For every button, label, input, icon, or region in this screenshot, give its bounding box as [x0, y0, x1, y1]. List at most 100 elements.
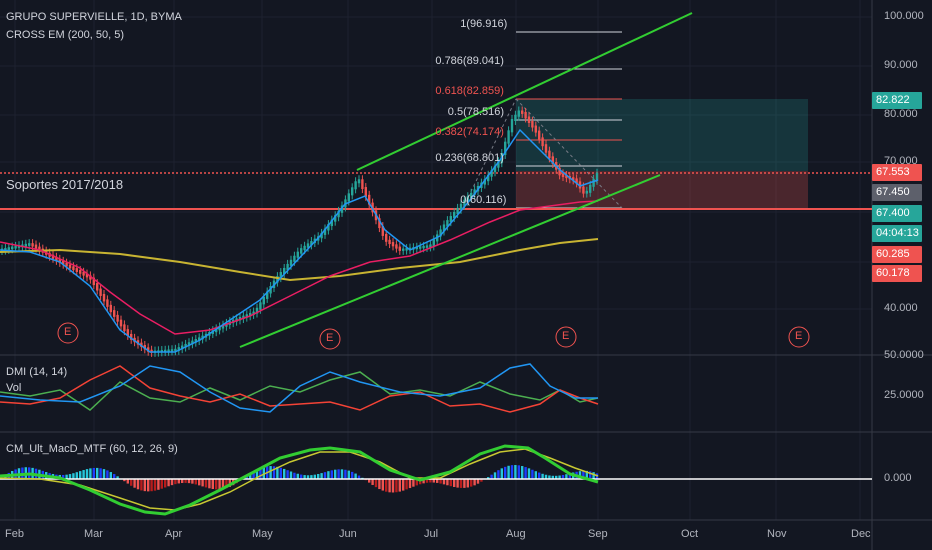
- macd-bar: [347, 470, 350, 479]
- macd-bar: [323, 472, 327, 479]
- earnings-e-1[interactable]: E: [64, 326, 72, 338]
- candle-body: [565, 175, 568, 179]
- candle-body: [531, 121, 534, 128]
- macd-bar: [487, 477, 490, 479]
- price-tick-40: 40.000: [884, 302, 918, 314]
- macd-bar: [422, 479, 425, 484]
- candle-body: [55, 256, 58, 261]
- macd-bar: [221, 479, 225, 489]
- candle-body: [102, 293, 106, 302]
- candle-body: [466, 196, 469, 202]
- macd-bar: [109, 472, 112, 479]
- candle-body: [388, 239, 391, 245]
- ema-mid-line: [0, 200, 599, 335]
- candle-body: [266, 291, 269, 299]
- candle-body: [96, 283, 99, 291]
- candle-body: [589, 184, 592, 193]
- macd-bar: [374, 479, 378, 488]
- symbol-title[interactable]: GRUPO SUPERVIELLE, 1D, BYMA: [6, 11, 182, 23]
- macd-bar: [164, 479, 167, 488]
- candle-body: [323, 228, 327, 235]
- fib-retracement[interactable]: [462, 31, 623, 209]
- candle-body: [283, 267, 286, 275]
- macd-bar: [204, 479, 208, 488]
- candle-body: [548, 150, 551, 159]
- candle-body: [446, 220, 449, 227]
- earnings-markers[interactable]: [57, 322, 810, 350]
- candle-body: [238, 317, 242, 321]
- price-tick-80: 80.000: [884, 108, 918, 120]
- candle-body: [126, 329, 129, 336]
- candle-body: [296, 251, 299, 258]
- fib-label: 1(96.916): [460, 18, 508, 30]
- earnings-e-4[interactable]: E: [795, 330, 803, 342]
- macd-bar: [589, 471, 592, 479]
- macd-bar: [439, 479, 442, 484]
- macd-bar: [453, 479, 456, 487]
- macd-bar: [215, 479, 218, 490]
- candle-body: [143, 344, 146, 350]
- macd-bar: [415, 479, 418, 486]
- macd-bar: [429, 479, 432, 483]
- candle-body: [85, 273, 89, 278]
- macd-bar: [337, 469, 340, 479]
- macd-bar: [578, 471, 582, 479]
- long-stop-zone[interactable]: [516, 171, 808, 209]
- candle-body: [459, 203, 463, 210]
- candle-body: [527, 116, 531, 123]
- macd-bar: [381, 479, 384, 491]
- candle-body: [449, 216, 452, 223]
- vol-title[interactable]: Vol: [6, 382, 22, 394]
- candle-body: [28, 243, 31, 246]
- macd-bar: [201, 479, 204, 487]
- macd-bar: [565, 474, 568, 479]
- time-label-aug: Aug: [506, 528, 526, 540]
- macd-bar: [555, 475, 558, 479]
- candle-body: [31, 243, 34, 247]
- grid: [0, 0, 872, 520]
- candle-body: [453, 211, 456, 219]
- dmi-title[interactable]: DMI (14, 14): [6, 366, 68, 378]
- candle-body: [507, 130, 510, 144]
- macd-bar: [157, 479, 160, 490]
- candle-body: [408, 247, 412, 251]
- macd-bar: [208, 479, 211, 489]
- macd-bar: [181, 479, 184, 484]
- macd-bar: [524, 467, 527, 479]
- candle-body: [123, 324, 126, 332]
- macd-bar: [317, 473, 320, 479]
- macd-bar: [585, 470, 588, 479]
- macd-bar: [99, 468, 102, 479]
- candle-body: [487, 174, 490, 182]
- candle-body: [164, 349, 167, 353]
- time-label-may: May: [252, 528, 273, 540]
- candle-body: [194, 339, 197, 343]
- support-label[interactable]: Soportes 2017/2018: [6, 177, 124, 192]
- candle-body: [398, 246, 401, 251]
- candle-body: [456, 207, 459, 214]
- dmi-tick-25: 25.0000: [884, 389, 924, 401]
- channel-upper-line[interactable]: [356, 12, 693, 171]
- price-tag-stop1: 60.285: [872, 246, 922, 263]
- earnings-e-2[interactable]: E: [326, 332, 334, 344]
- macd-bar: [466, 479, 469, 488]
- channel-lower-line[interactable]: [239, 174, 661, 348]
- candle-body: [82, 271, 85, 276]
- candle-body: [4, 247, 7, 251]
- candle-body: [215, 328, 218, 333]
- macd-bar: [313, 474, 316, 479]
- candle-body: [561, 173, 565, 177]
- macd-bar: [245, 476, 248, 479]
- macd-title[interactable]: CM_Ult_MacD_MTF (60, 12, 26, 9): [6, 443, 178, 455]
- candle-body: [303, 245, 306, 251]
- indicator-cross-em[interactable]: CROSS EM (200, 50, 5): [6, 29, 124, 41]
- macd-bar: [395, 479, 398, 493]
- earnings-e-3[interactable]: E: [562, 330, 570, 342]
- candle-body: [184, 343, 187, 348]
- fib-label: 0.786(89.041): [435, 55, 504, 67]
- macd-bar: [303, 475, 306, 479]
- long-target-zone[interactable]: [516, 99, 808, 171]
- candle-body: [439, 229, 442, 237]
